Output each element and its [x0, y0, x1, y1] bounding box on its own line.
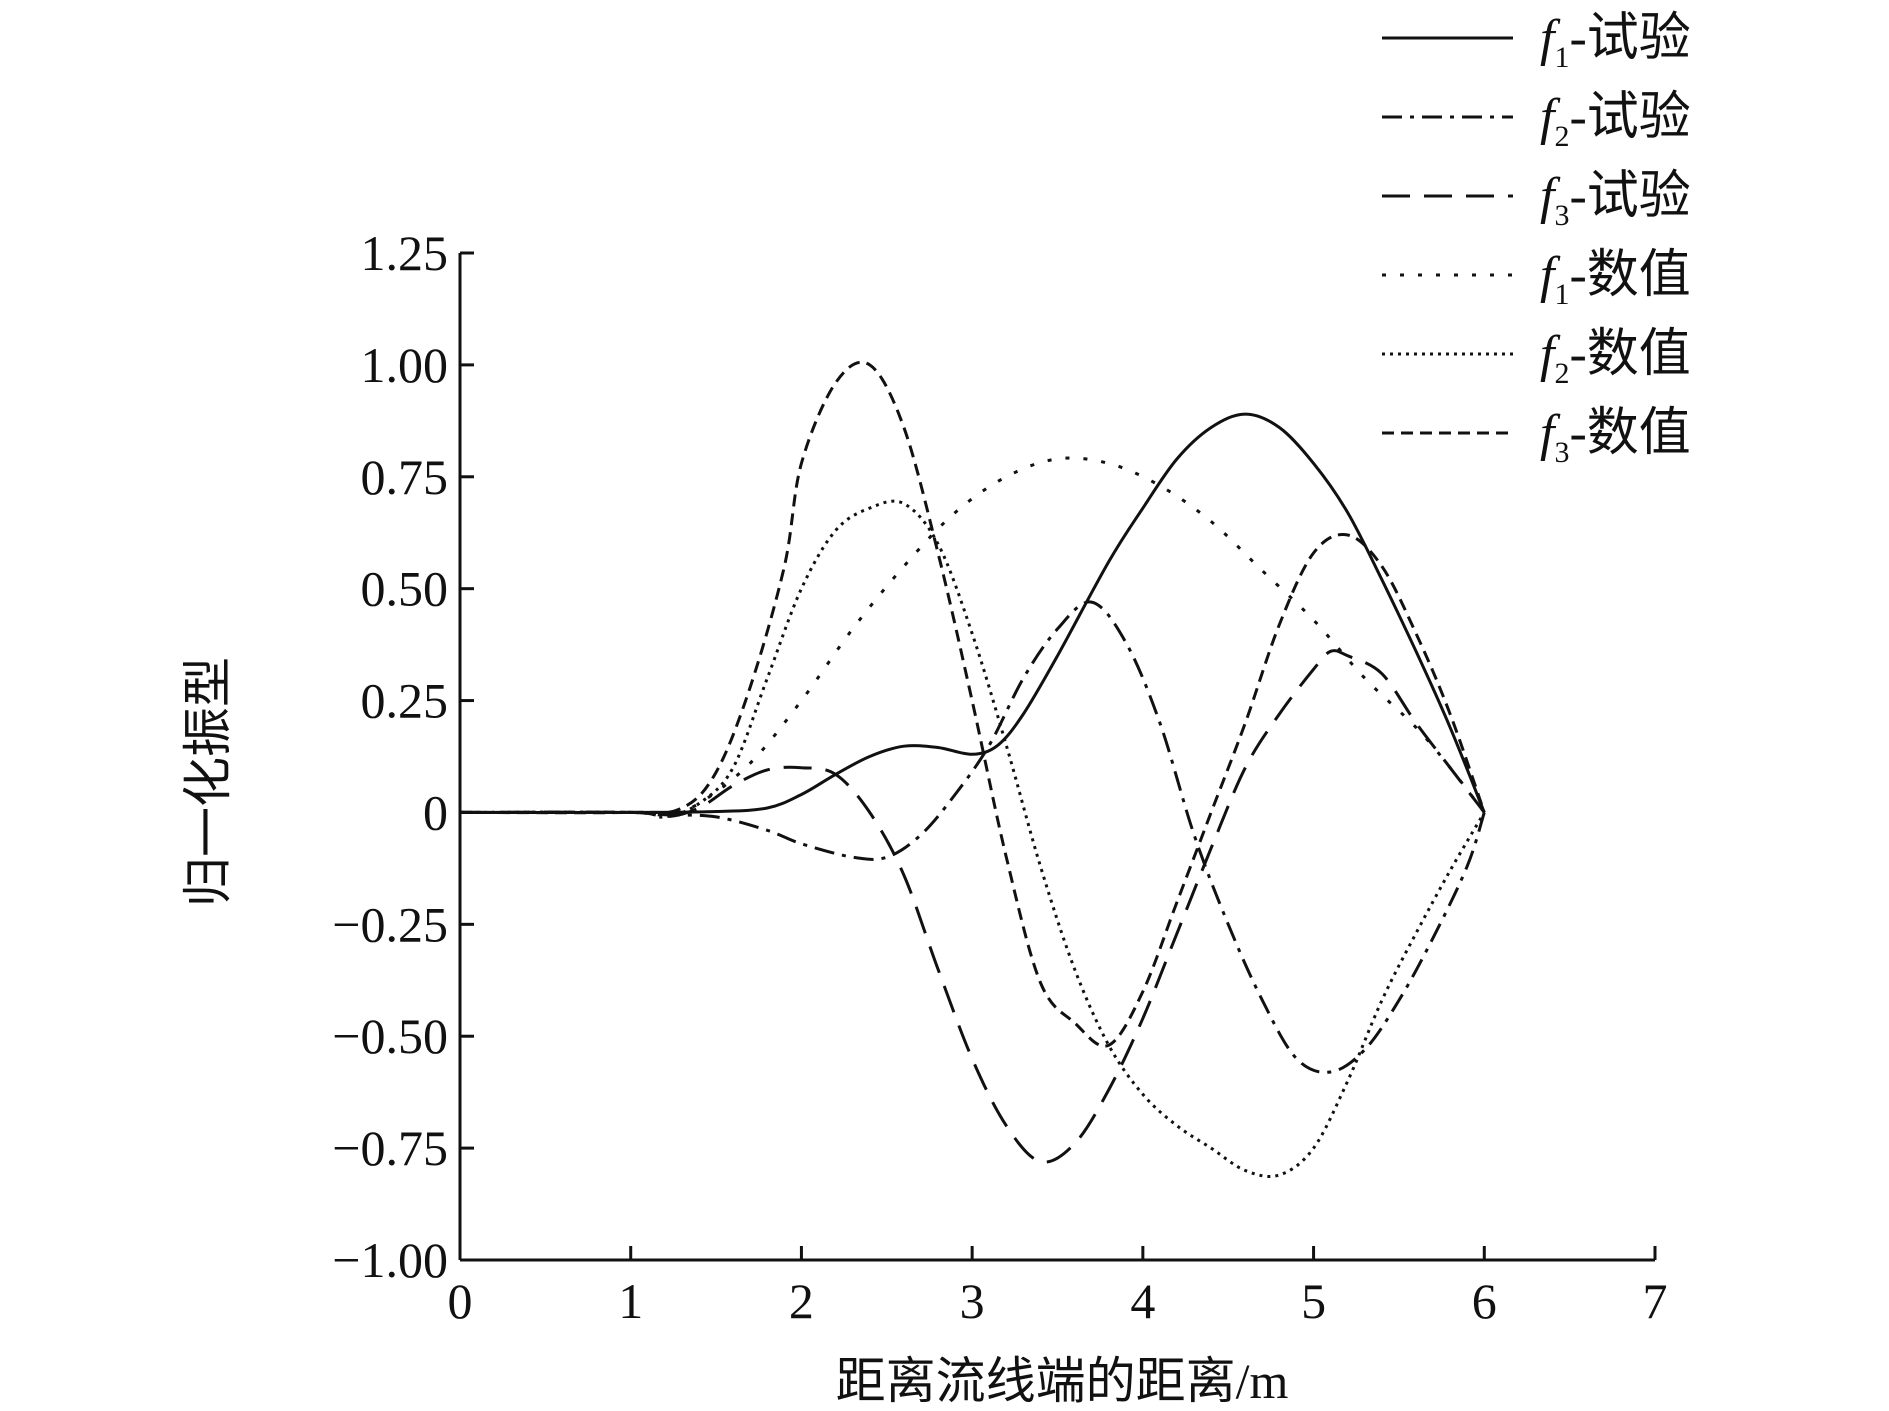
y-tick-label: 1.00 — [361, 337, 449, 393]
y-tick-label: 0.50 — [361, 561, 449, 617]
x-tick-label: 5 — [1301, 1273, 1326, 1329]
x-tick-label: 4 — [1130, 1273, 1155, 1329]
y-tick-label: −0.50 — [332, 1008, 448, 1064]
legend-label: f2-数值 — [1540, 326, 1691, 390]
y-tick-label: 0 — [423, 784, 448, 840]
series-line-f3-test — [459, 649, 1486, 1164]
series-line-f2-numeric — [459, 499, 1486, 1178]
legend-label: f2-试验 — [1540, 89, 1691, 153]
x-tick-label: 1 — [618, 1273, 643, 1329]
series-line-f1-numeric — [459, 456, 1486, 817]
y-tick-label: 0.75 — [361, 449, 449, 505]
series-line-f1-test — [459, 412, 1486, 814]
legend-label: f1-试验 — [1540, 10, 1691, 74]
y-tick-label: −0.25 — [332, 896, 448, 952]
x-tick-label: 6 — [1472, 1273, 1497, 1329]
y-tick-label: 0.25 — [361, 673, 449, 729]
x-axis-label: 距离流线端的距离/m — [836, 1353, 1289, 1409]
x-tick-label: 7 — [1643, 1273, 1668, 1329]
y-axis-label: 归一化振型 — [180, 657, 236, 907]
series-line-f3-numeric — [459, 360, 1486, 1048]
legend-label: f3-试验 — [1540, 168, 1691, 232]
y-tick-label: −0.75 — [332, 1120, 448, 1176]
x-tick-label: 3 — [960, 1273, 985, 1329]
x-tick-label: 0 — [448, 1273, 473, 1329]
y-tick-label: 1.25 — [361, 225, 449, 281]
legend: f1-试验 f2-试验 f3-试验 f1-数值 f2-数值 f3-数值 — [1382, 10, 1691, 469]
legend-label: f1-数值 — [1540, 247, 1691, 311]
y-tick-label: −1.00 — [332, 1232, 448, 1288]
axes: −1.00 −0.75 −0.50 −0.25 0 0.25 0.50 0.75 1.00 1.2… — [332, 225, 1667, 1329]
plot-lines — [459, 360, 1486, 1178]
series-line-f2-test — [459, 600, 1486, 1074]
x-tick-label: 2 — [789, 1273, 814, 1329]
legend-label: f3-数值 — [1540, 405, 1691, 469]
